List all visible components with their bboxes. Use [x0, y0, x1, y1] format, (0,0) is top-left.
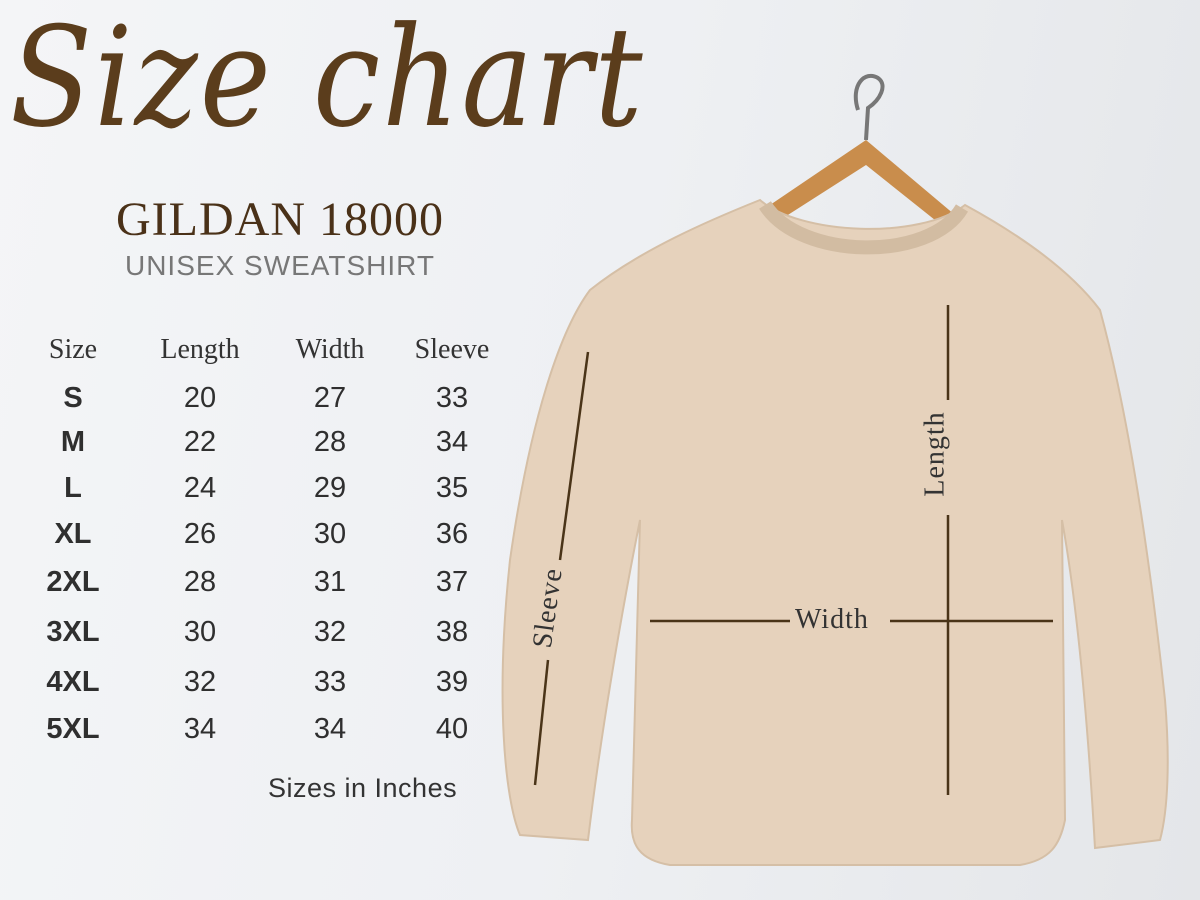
measurement-value: 34: [313, 713, 347, 745]
length-label: Length: [919, 411, 951, 497]
measurement-value: 37: [435, 566, 469, 598]
measurement-value: 32: [183, 666, 217, 698]
measurement-value: 35: [435, 472, 469, 504]
measurement-value: 30: [313, 518, 347, 550]
page-title: Size chart: [10, 0, 645, 159]
measurement-value: 40: [435, 713, 469, 745]
product-subtitle: UNISEX SWEATSHIRT: [124, 250, 435, 281]
size-label: L: [64, 472, 82, 504]
size-label: 3XL: [46, 616, 100, 648]
column-header: Sleeve: [414, 334, 490, 365]
brand-name: GILDAN 18000: [116, 193, 444, 246]
measurement-value: 39: [435, 666, 469, 698]
size-label: 2XL: [46, 566, 100, 598]
width-label: Width: [795, 604, 869, 635]
size-label: XL: [54, 518, 92, 550]
measurement-value: 20: [183, 382, 217, 414]
measurement-value: 26: [183, 518, 217, 550]
measurement-value: 28: [313, 426, 347, 458]
measurement-value: 32: [313, 616, 347, 648]
column-header: Size: [48, 334, 98, 365]
measurement-value: 24: [183, 472, 217, 504]
measurement-value: 30: [183, 616, 217, 648]
column-header: Width: [295, 334, 365, 365]
units-note: Sizes in Inches: [268, 773, 458, 803]
measurement-value: 29: [313, 472, 347, 504]
measurement-value: 27: [313, 382, 347, 414]
measurement-value: 28: [183, 566, 217, 598]
measurement-value: 36: [435, 518, 469, 550]
size-label: 5XL: [46, 713, 100, 745]
measurement-value: 33: [313, 666, 347, 698]
size-label: 4XL: [46, 666, 100, 698]
measurement-value: 34: [183, 713, 217, 745]
size-label: S: [63, 382, 83, 414]
measurement-value: 22: [183, 426, 217, 458]
size-label: M: [60, 426, 86, 458]
column-header: Length: [160, 334, 240, 365]
measurement-value: 38: [435, 616, 469, 648]
sweatshirt-body: [501, 198, 1169, 866]
hanger-icon: [770, 74, 955, 228]
measurement-value: 34: [435, 426, 469, 458]
measurement-value: 31: [313, 566, 347, 598]
sleeve-line: [533, 351, 590, 786]
measurement-value: 33: [435, 382, 469, 414]
